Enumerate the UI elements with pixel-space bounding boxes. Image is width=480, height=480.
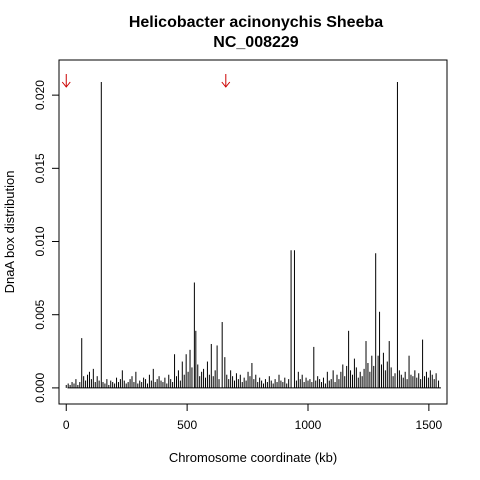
x-tick-label: 0 — [63, 418, 70, 432]
arrow-down-icon — [61, 74, 71, 88]
y-tick-label: 0.000 — [33, 373, 47, 403]
chart-title: Helicobacter acinonychis Sheeba — [129, 14, 383, 31]
origin-arrows — [61, 74, 231, 88]
x-tick-label: 1500 — [416, 418, 443, 432]
y-axis-label: DnaA box distribution — [2, 171, 17, 294]
x-tick-label: 500 — [177, 418, 197, 432]
arrow-head — [221, 81, 231, 88]
y-tick-label: 0.005 — [33, 299, 47, 329]
x-tick-label: 1000 — [295, 418, 322, 432]
arrow-down-icon — [221, 74, 231, 88]
y-tick-label: 0.010 — [33, 226, 47, 256]
x-axis: 0 500 1000 1500 — [63, 403, 443, 432]
y-tick-label: 0.020 — [33, 80, 47, 110]
y-axis: 0.000 0.005 0.010 0.015 0.020 — [33, 80, 60, 403]
chart-subtitle: NC_008229 — [213, 34, 299, 51]
arrow-head — [61, 81, 71, 88]
y-tick-label: 0.015 — [33, 153, 47, 183]
bar-series — [65, 81, 441, 389]
x-axis-label: Chromosome coordinate (kb) — [169, 450, 337, 465]
